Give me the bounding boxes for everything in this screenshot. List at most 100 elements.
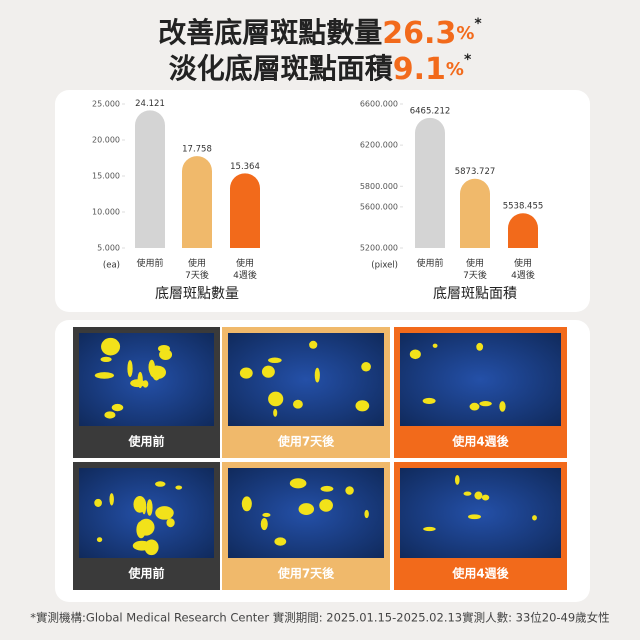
- spot: [289, 478, 307, 489]
- headline-note: *: [464, 52, 472, 68]
- x-tick-line: 使用: [514, 257, 532, 269]
- spot: [268, 391, 284, 407]
- spot: [320, 485, 334, 492]
- x-axis-title: 底層斑點面積: [433, 286, 517, 302]
- spot: [109, 493, 114, 506]
- spot: [468, 514, 482, 520]
- headline-text: 改善底層斑點數量: [158, 16, 382, 49]
- spot: [309, 340, 318, 349]
- x-tick-label: 使用 4週後: [233, 257, 257, 281]
- panel-label: 使用7天後: [277, 434, 335, 449]
- spot: [469, 402, 480, 411]
- spot: [432, 343, 438, 348]
- spot: [409, 349, 421, 360]
- bar: [508, 213, 538, 248]
- headline: 淡化底層斑點面積9.1%*: [169, 52, 472, 87]
- bar: [415, 117, 445, 248]
- y-tick-label: 5600.000: [360, 202, 398, 211]
- x-tick-label: 使用 4週後: [511, 257, 535, 281]
- value-label: 24.121: [135, 99, 165, 109]
- panel-label: 使用4週後: [451, 566, 509, 581]
- x-tick-line: 7天後: [463, 269, 487, 281]
- spot: [146, 499, 153, 516]
- chart-card: [55, 90, 590, 312]
- x-tick-label: 使用前: [136, 257, 163, 269]
- spot: [364, 509, 369, 519]
- spot: [159, 349, 173, 360]
- panel-image: [79, 333, 214, 426]
- spot: [499, 401, 506, 412]
- bar: [135, 110, 165, 248]
- x-tick-label: 使用 7天後: [185, 257, 209, 281]
- spot: [262, 512, 271, 518]
- y-tick-label: 10.000: [92, 208, 120, 217]
- spot: [96, 537, 103, 543]
- spot: [239, 367, 253, 379]
- panel-image: [228, 333, 384, 426]
- spot: [260, 517, 268, 531]
- x-tick-line: 使用: [188, 257, 206, 269]
- value-label: 5538.455: [503, 202, 544, 212]
- spot: [345, 486, 354, 495]
- spot: [101, 337, 121, 356]
- y-tick-label: 15.000: [92, 172, 120, 181]
- spot: [241, 496, 252, 512]
- headline-unit: %: [446, 59, 464, 80]
- spot: [130, 379, 145, 388]
- spot: [481, 494, 490, 501]
- bar: [460, 178, 490, 248]
- spot: [149, 365, 167, 379]
- spot: [298, 503, 315, 516]
- y-tick-label: 5.000: [97, 244, 120, 253]
- spot: [273, 408, 278, 417]
- spot: [144, 539, 159, 556]
- spot: [423, 526, 436, 532]
- y-tick-label: 25.000: [92, 100, 120, 109]
- spot: [319, 499, 333, 512]
- x-tick-line: 4週後: [233, 269, 257, 281]
- headline-note: *: [474, 16, 482, 32]
- headline-text: 淡化底層斑點面積: [169, 52, 393, 85]
- unit-label: (ea): [103, 261, 120, 271]
- spot: [94, 498, 102, 507]
- headline-figure: 9.1: [393, 52, 446, 87]
- value-label: 17.758: [182, 145, 212, 155]
- spot: [127, 360, 133, 378]
- spot: [479, 401, 492, 407]
- spot: [355, 400, 370, 412]
- spot: [268, 357, 282, 364]
- x-tick-line: 4週後: [511, 269, 535, 281]
- spot: [137, 518, 155, 536]
- unit-label: (pixel): [371, 261, 398, 271]
- value-label: 5873.727: [455, 167, 496, 177]
- spot: [292, 399, 303, 409]
- spot: [104, 411, 116, 419]
- spot: [463, 491, 472, 496]
- panel-label: 使用7天後: [277, 566, 335, 581]
- spot: [133, 496, 147, 513]
- spot: [155, 481, 166, 487]
- value-label: 6465.212: [410, 106, 451, 116]
- spot: [274, 537, 287, 546]
- headline-unit: %: [456, 23, 474, 44]
- x-tick-line: 使用: [466, 257, 484, 269]
- y-tick-label: 5200.000: [360, 244, 398, 253]
- spot: [454, 474, 460, 485]
- footnote: *實測機構:Global Medical Research Center 實測期…: [30, 611, 609, 625]
- spot: [422, 397, 436, 404]
- spot: [100, 356, 112, 362]
- x-tick-line: 使用前: [416, 257, 443, 269]
- y-tick-label: 6200.000: [360, 141, 398, 150]
- bar: [230, 173, 260, 248]
- value-label: 15.364: [230, 162, 260, 172]
- spot: [166, 518, 175, 528]
- y-tick-label: 6600.000: [360, 100, 398, 109]
- spot: [532, 515, 537, 521]
- panel-image: [400, 468, 561, 558]
- panel-label: 使用4週後: [451, 434, 509, 449]
- spot: [261, 365, 275, 378]
- headline-figure: 26.3: [382, 16, 456, 51]
- spot: [361, 361, 371, 372]
- spot: [94, 372, 115, 379]
